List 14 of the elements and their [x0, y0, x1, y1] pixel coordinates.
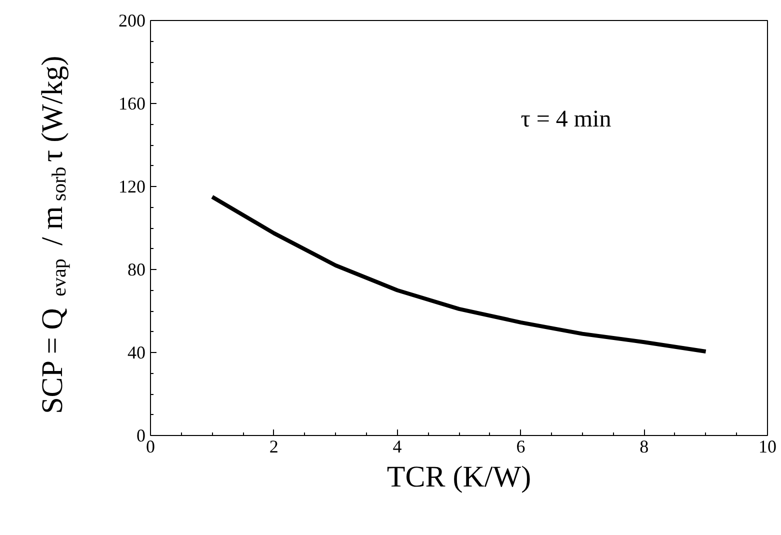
x-tick-label: 2: [269, 436, 278, 456]
y-tick-label: 80: [128, 260, 146, 280]
x-tick-label: 10: [758, 436, 776, 456]
y-tick-label: 160: [118, 94, 146, 114]
x-tick-label: 6: [516, 436, 526, 456]
x-axis-title: TCR (K/W): [386, 460, 532, 494]
y-tick-label: 200: [118, 10, 146, 30]
y-tick-label: 120: [118, 176, 146, 196]
y-tick-label: 40: [128, 342, 146, 362]
x-tick-label: 8: [640, 436, 649, 456]
line-series: [210, 194, 708, 354]
annotation: τ = 4 min: [520, 106, 612, 133]
y-axis-title: SCP = Qevap / msorbτ (W/kg): [36, 56, 70, 414]
x-tick-label: 4: [392, 436, 402, 456]
